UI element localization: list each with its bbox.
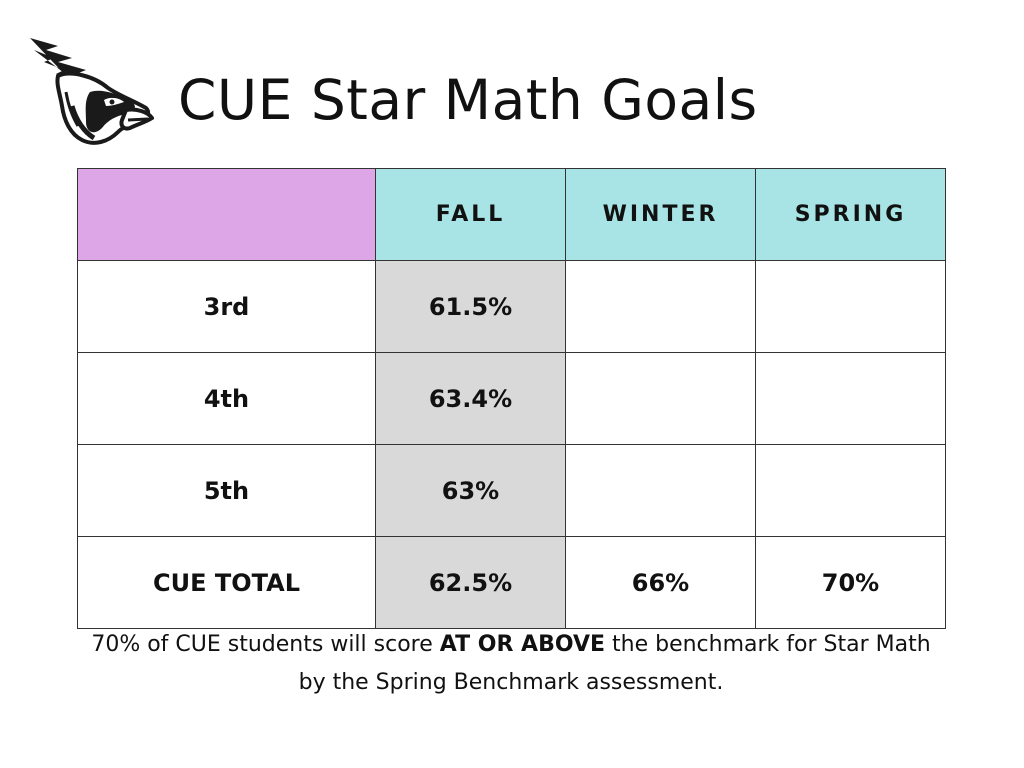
- page-title: CUE Star Math Goals: [178, 68, 758, 132]
- table-row: 5th 63%: [77, 444, 946, 537]
- goals-table: FALL WINTER SPRING 3rd 61.5% 4th 63.4% 5…: [77, 168, 946, 629]
- row-label: 4th: [77, 352, 376, 445]
- spring-value: [755, 444, 946, 537]
- cardinal-logo: [28, 36, 155, 148]
- table-row-total: CUE TOTAL 62.5% 66% 70%: [77, 536, 946, 629]
- header-corner-cell: [77, 168, 376, 261]
- spring-value: 70%: [755, 536, 946, 629]
- goal-statement-end: the benchmark for Star Math by the Sprin…: [298, 632, 931, 695]
- fall-value: 63.4%: [375, 352, 566, 445]
- goal-statement: 70% of CUE students will score AT OR ABO…: [77, 626, 945, 702]
- spring-value: [755, 260, 946, 353]
- winter-value: 66%: [565, 536, 756, 629]
- table-row: 4th 63.4%: [77, 352, 946, 445]
- goal-statement-start: 70% of CUE students will score: [91, 632, 440, 657]
- row-label: CUE TOTAL: [77, 536, 376, 629]
- spring-value: [755, 352, 946, 445]
- winter-value: [565, 260, 756, 353]
- header-winter: WINTER: [565, 168, 756, 261]
- cardinal-head-icon: [30, 38, 155, 145]
- fall-value: 63%: [375, 444, 566, 537]
- row-label: 3rd: [77, 260, 376, 353]
- table-header-row: FALL WINTER SPRING: [77, 168, 946, 261]
- fall-value: 61.5%: [375, 260, 566, 353]
- winter-value: [565, 444, 756, 537]
- winter-value: [565, 352, 756, 445]
- header-fall: FALL: [375, 168, 566, 261]
- fall-value: 62.5%: [375, 536, 566, 629]
- goal-statement-emphasis: AT OR ABOVE: [439, 632, 606, 657]
- header-spring: SPRING: [755, 168, 946, 261]
- row-label: 5th: [77, 444, 376, 537]
- table-row: 3rd 61.5%: [77, 260, 946, 353]
